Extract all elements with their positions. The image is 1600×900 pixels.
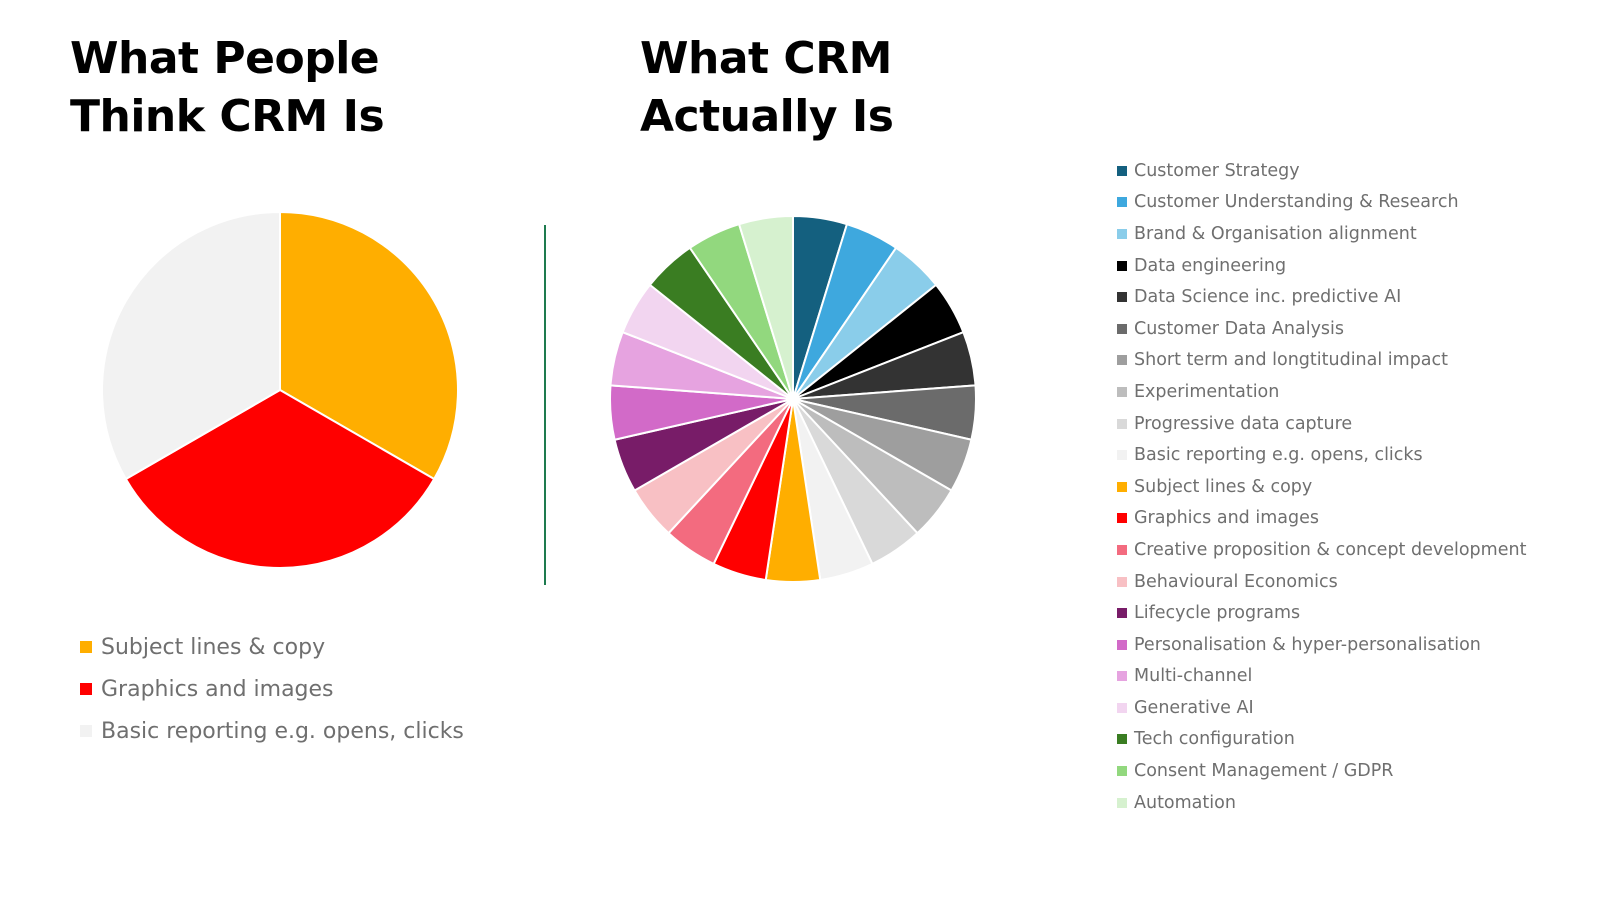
legend-swatch (1117, 450, 1127, 461)
legend-item-brand-organisation-alignment: Brand & Organisation alignment (1117, 218, 1526, 250)
pie-chart-reality (609, 215, 977, 583)
legend-label: Basic reporting e.g. opens, clicks (101, 718, 464, 744)
legend-swatch (1117, 734, 1127, 745)
legend-swatch (1117, 671, 1127, 682)
legend-label: Behavioural Economics (1134, 571, 1338, 592)
legend-perception: Subject lines & copy Graphics and images B… (80, 626, 464, 752)
legend-swatch (1117, 292, 1127, 303)
legend-swatch (1117, 197, 1127, 208)
pie-slice-basic-reporting-e-g-opens-clicks (101, 211, 281, 480)
pie-chart-perception (101, 211, 459, 569)
legend-item-generative-ai: Generative AI (1117, 692, 1526, 724)
legend-item-multi-channel: Multi-channel (1117, 661, 1526, 693)
legend-label: Data engineering (1134, 255, 1287, 276)
legend-item-basic-reporting-e-g-opens-clicks: Basic reporting e.g. opens, clicks (1117, 439, 1526, 471)
legend-item-data-science-inc-predictive-ai: Data Science inc. predictive AI (1117, 281, 1526, 313)
legend-label: Consent Management / GDPR (1134, 761, 1394, 782)
legend-swatch (1117, 797, 1127, 808)
legend-swatch (80, 641, 92, 653)
legend-item-behavioural-economics: Behavioural Economics (1117, 566, 1526, 598)
legend-swatch (1117, 165, 1127, 176)
legend-label: Basic reporting e.g. opens, clicks (1134, 445, 1423, 466)
legend-item-customer-understanding-research: Customer Understanding & Research (1117, 187, 1526, 219)
legend-swatch (1117, 418, 1127, 429)
divider-line (544, 225, 546, 585)
legend-label: Graphics and images (101, 676, 334, 702)
legend-item-creative-proposition-concept-development: Creative proposition & concept developme… (1117, 534, 1526, 566)
legend-item-short-term-and-longtitudinal-impact: Short term and longtitudinal impact (1117, 345, 1526, 377)
legend-swatch (1117, 513, 1127, 524)
legend-swatch (80, 725, 92, 737)
legend-label: Customer Data Analysis (1134, 318, 1345, 339)
legend-item-subject-lines-copy: Subject lines & copy (1117, 471, 1526, 503)
legend-item-consent-management-gdpr: Consent Management / GDPR (1117, 755, 1526, 787)
legend-label: Customer Strategy (1134, 160, 1300, 181)
legend-item-tech-configuration: Tech configuration (1117, 724, 1526, 756)
legend-label: Creative proposition & concept developme… (1134, 539, 1527, 560)
legend-label: Experimentation (1134, 381, 1280, 402)
pie-slice-graphics-and-images (124, 389, 436, 569)
title-line: What People (70, 33, 380, 84)
legend-label: Graphics and images (1134, 508, 1319, 529)
legend-swatch (1117, 639, 1127, 650)
legend-label: Customer Understanding & Research (1134, 192, 1459, 213)
chart-title-reality: What CRM Actually Is (640, 30, 894, 146)
legend-swatch (1117, 544, 1127, 555)
legend-item-experimentation: Experimentation (1117, 376, 1526, 408)
legend-label: Brand & Organisation alignment (1134, 223, 1417, 244)
legend-label: Subject lines & copy (101, 634, 326, 660)
legend-item-subject-lines-copy: Subject lines & copy (80, 626, 464, 668)
pie-slice-subject-lines-copy (279, 211, 459, 480)
legend-label: Tech configuration (1134, 729, 1295, 750)
legend-swatch (1117, 323, 1127, 334)
legend-item-automation: Automation (1117, 787, 1526, 819)
pie-slice-automation (738, 215, 794, 400)
legend-swatch (1117, 576, 1127, 587)
legend-item-lifecycle-programs: Lifecycle programs (1117, 597, 1526, 629)
legend-label: Progressive data capture (1134, 413, 1353, 434)
title-line: What CRM (640, 33, 892, 84)
legend-swatch (1117, 608, 1127, 619)
chart-title-perception: What People Think CRM Is (70, 30, 385, 146)
legend-swatch (80, 683, 92, 695)
legend-swatch (1117, 481, 1127, 492)
legend-label: Data Science inc. predictive AI (1134, 287, 1402, 308)
legend-item-data-engineering: Data engineering (1117, 250, 1526, 282)
legend-reality: Customer Strategy Customer Understanding … (1117, 155, 1526, 818)
legend-swatch (1117, 355, 1127, 366)
legend-item-progressive-data-capture: Progressive data capture (1117, 408, 1526, 440)
legend-item-customer-strategy: Customer Strategy (1117, 155, 1526, 187)
legend-swatch (1117, 386, 1127, 397)
legend-item-basic-reporting-e-g-opens-clicks: Basic reporting e.g. opens, clicks (80, 710, 464, 752)
legend-label: Automation (1134, 792, 1236, 813)
legend-label: Multi-channel (1134, 666, 1253, 687)
legend-swatch (1117, 228, 1127, 239)
legend-label: Personalisation & hyper-personalisation (1134, 634, 1481, 655)
legend-swatch (1117, 260, 1127, 271)
legend-swatch (1117, 702, 1127, 713)
legend-item-personalisation-hyper-personalisation: Personalisation & hyper-personalisation (1117, 629, 1526, 661)
legend-label: Short term and longtitudinal impact (1134, 350, 1449, 371)
legend-item-graphics-and-images: Graphics and images (1117, 503, 1526, 535)
title-line: Actually Is (640, 91, 894, 142)
legend-label: Subject lines & copy (1134, 476, 1313, 497)
legend-label: Lifecycle programs (1134, 603, 1301, 624)
legend-item-graphics-and-images: Graphics and images (80, 668, 464, 710)
legend-swatch (1117, 766, 1127, 777)
legend-label: Generative AI (1134, 697, 1254, 718)
title-line: Think CRM Is (70, 91, 385, 142)
legend-item-customer-data-analysis: Customer Data Analysis (1117, 313, 1526, 345)
